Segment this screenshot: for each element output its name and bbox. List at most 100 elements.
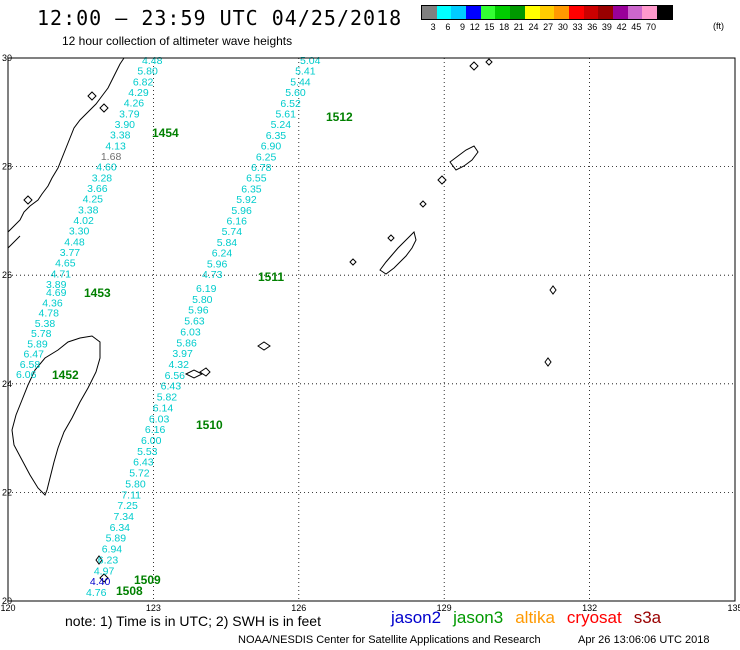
swh-value-label: 6.16 [227,216,248,228]
coastline-segment [549,285,557,295]
swh-value-label: 6.58 [20,359,41,371]
coastline-segment [7,57,125,233]
swh-value-label: 6.43 [133,457,154,469]
lat-tick-label: 28 [2,162,12,172]
swh-value-label: 7.25 [117,500,138,512]
swh-value-label: 5.24 [271,119,292,131]
legend-swatch [451,6,467,19]
legend-swatch [466,6,481,19]
coastline-segment [11,335,101,496]
generated-timestamp: Apr 26 13:06:06 UTC 2018 [578,634,710,646]
coastline-segment [449,145,479,171]
legend-swatch [422,6,437,19]
swh-value-label: 6.52 [280,98,301,110]
legend-swatch [539,6,555,19]
legend-color-bar [421,5,673,20]
satellite-name: cryosat [566,608,622,627]
swh-value-label: 6.06 [16,369,37,381]
coastline-segment [437,175,447,185]
legend-label: 6 [445,22,451,32]
track-id-label: 1452 [52,368,79,382]
track-id-label: 1508 [116,584,143,598]
legend-label: 70 [645,22,656,32]
lon-tick-label: 123 [146,603,161,613]
swh-value-label: 6.25 [256,151,277,163]
coastline-segment [99,103,109,113]
swh-value-label: 6.14 [153,402,174,414]
track-id-label: 1510 [196,418,223,432]
track-id-label: 1512 [326,110,353,124]
lat-tick-label: 24 [2,379,12,389]
legend-label: 15 [484,22,495,32]
legend-swatch [554,6,569,19]
legend-label: 9 [460,22,466,32]
legend-swatch [495,6,511,19]
lon-tick-label: 129 [437,603,452,613]
map-frame [7,57,736,602]
swh-value-label: 6.16 [145,424,166,436]
swh-value-label: 5.82 [157,392,178,404]
coastline-segment [544,357,552,367]
swh-value-label: 6.90 [261,141,282,153]
legend-label: 18 [499,22,510,32]
map-title: 12:00 – 23:59 UTC 04/25/2018 [37,6,403,30]
satellite-legend: jason2 jason3 altika cryosat s3a [391,608,673,628]
coastline-segment [469,61,479,71]
swh-value-label: 5.96 [188,305,209,317]
swh-value-label: 6.19 [196,283,217,295]
legend-swatch [612,6,628,19]
swh-value-label: 4.65 [55,258,76,270]
legend-swatch [642,6,657,19]
swh-value-label: 4.02 [73,215,94,227]
swh-value-label: 6.43 [161,381,182,393]
legend-label: 42 [616,22,627,32]
swh-value-label: 5.78 [31,328,52,340]
credit-line: NOAA/NESDIS Center for Satellite Applica… [238,634,541,646]
swh-value-label: 4.69 [46,287,67,299]
swh-value-label: 5.92 [236,194,257,206]
swh-value-label: 3.89 [46,279,67,291]
coastline-segment [485,58,493,66]
swh-value-label: 4.60 [96,162,117,174]
swh-value-label: 6.34 [110,522,131,534]
map-subtitle: 12 hour collection of altimeter wave hei… [62,34,293,48]
swh-value-label: 5.41 [295,66,316,78]
lon-tick-label: 120 [0,603,15,613]
swh-value-label: 3.90 [115,119,136,131]
swh-value-label: 6.78 [251,162,272,174]
swh-value-label: 5.96 [231,205,252,217]
swh-value-label: 5.84 [217,237,238,249]
swh-value-label: 5.74 [222,226,243,238]
swh-value-label: 3.38 [110,130,131,142]
legend-swatch [598,6,613,19]
swh-value-label: 4.32 [169,359,190,371]
satellite-name: s3a [633,608,662,627]
swh-value-label: 3.28 [92,172,113,184]
axis-tick-labels: 120 123 126 129 132 135 30 28 26 24 22 20 [0,53,740,613]
swh-value-label: 6.47 [24,349,45,361]
legend-label: 21 [513,22,524,32]
lat-lon-grid [8,58,735,601]
satellite-name: altika [515,608,555,627]
coastline-segment [99,573,109,583]
swh-value-label: 3.97 [172,348,193,360]
swh-value-label: 4.40 [90,576,111,588]
swh-value-label: 1.68 [101,151,122,163]
swh-value-label: 5.61 [276,109,297,121]
swh-value-label: 5.63 [184,316,205,328]
swh-value-label: 4.26 [124,98,145,110]
lon-tick-label: 132 [582,603,597,613]
track-id-label: 1453 [84,286,111,300]
swh-value-label: 6.24 [212,248,233,260]
coastline-segment [419,200,427,208]
swh-value-label: 5.72 [129,468,150,480]
swh-value-label: 4.71 [51,268,72,280]
swh-value-label: 5.89 [106,533,127,545]
swh-value-label: 4.97 [94,565,115,577]
swh-value-label: 4.36 [42,297,63,309]
legend-swatch [627,6,643,19]
legend-label: 33 [572,22,583,32]
swh-value-label: 3.66 [87,183,108,195]
swh-value-label: 4.73 [202,269,223,281]
